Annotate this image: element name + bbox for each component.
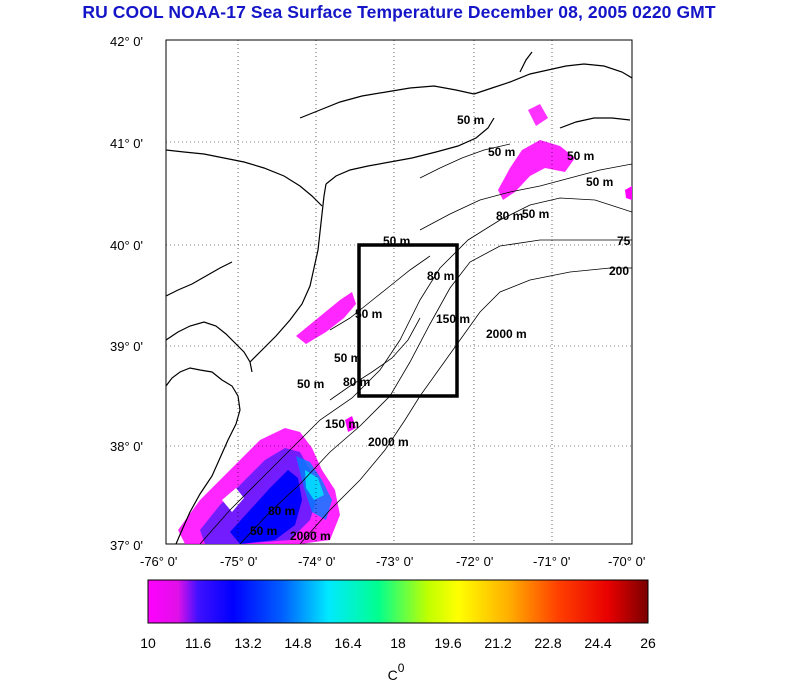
lon-tick-label: -75° 0'	[220, 554, 257, 569]
contour-label: 2000 m	[368, 435, 409, 449]
colorbar-ticks: 10 11.6 13.2 14.8 16.4 18 19.6 21.2 22.8 24.4 26	[140, 635, 656, 651]
contour-label: 80 m	[427, 269, 454, 283]
contour-label: 50 m	[567, 149, 594, 163]
colorbar: 10 11.6 13.2 14.8 16.4 18 19.6 21.2 22.8 24.4 26 C…	[140, 579, 656, 680]
map-content: 50 m 50 m 50 m 80 m 50 m 75 200 50 m 80 …	[166, 40, 632, 544]
colorbar-tick-label: 21.2	[484, 635, 511, 651]
lat-tick-label: 39° 0'	[110, 339, 143, 354]
colorbar-tick-label: 10	[140, 635, 156, 651]
colorbar-tick-label: 11.6	[185, 635, 211, 651]
colorbar-tick-label: 18	[390, 635, 406, 651]
contour-labels: 50 m 50 m 50 m 80 m 50 m 75 200 50 m 80 …	[250, 113, 631, 543]
colorbar-tick-label: 16.4	[334, 635, 361, 651]
contour-label: 50 m	[250, 524, 277, 538]
contour-label: 50 m	[297, 377, 324, 391]
contour-label: 80 m	[268, 504, 295, 518]
contour-label: 50 m	[522, 207, 549, 221]
contour-label: 50 m	[457, 113, 484, 127]
coastline	[166, 51, 632, 544]
longitude-axis: -76° 0' -75° 0' -74° 0' -73° 0' -72° 0' …	[140, 554, 645, 569]
study-area-box	[357, 243, 459, 398]
contour-label: 50 m	[488, 145, 515, 159]
lat-tick-label: 41° 0'	[110, 136, 143, 151]
contour-label: 50 m	[334, 351, 361, 365]
contour-label: 150 m	[436, 312, 470, 326]
contour-label: 2000 m	[486, 327, 527, 341]
lat-tick-label: 38° 0'	[110, 439, 143, 454]
isobath-contours	[199, 143, 632, 544]
lon-tick-label: -70° 0'	[608, 554, 645, 569]
contour-label: 150 m	[325, 417, 359, 431]
colorbar-tick-label: 26	[640, 635, 656, 651]
colorbar-gradient	[147, 579, 649, 624]
lon-tick-label: -73° 0'	[376, 554, 413, 569]
contour-label: 80 m	[496, 209, 523, 223]
lon-tick-label: -71° 0'	[533, 554, 570, 569]
colorbar-tick-label: 14.8	[284, 635, 311, 651]
latitude-axis: 42° 0' 41° 0' 40° 0' 39° 0' 38° 0' 37° 0…	[110, 34, 143, 553]
lon-tick-label: -76° 0'	[140, 554, 177, 569]
colorbar-unit: C0	[388, 661, 405, 680]
contour-label: 50 m	[383, 234, 410, 248]
colorbar-tick-label: 24.4	[584, 635, 611, 651]
contour-label: 80 m	[343, 375, 370, 389]
sst-data-layer	[178, 104, 632, 544]
map-title: RU COOL NOAA-17 Sea Surface Temperature …	[82, 2, 716, 22]
contour-label: 200	[609, 264, 629, 278]
colorbar-tick-label: 22.8	[534, 635, 561, 651]
colorbar-tick-label: 19.6	[434, 635, 461, 651]
contour-label: 50 m	[586, 175, 613, 189]
lat-tick-label: 42° 0'	[110, 34, 143, 49]
contour-label: 75	[617, 234, 631, 248]
lat-tick-label: 40° 0'	[110, 238, 143, 253]
lon-tick-label: -72° 0'	[456, 554, 493, 569]
lon-tick-label: -74° 0'	[298, 554, 335, 569]
lat-tick-label: 37° 0'	[110, 538, 143, 553]
contour-label: 2000 m	[290, 529, 331, 543]
colorbar-tick-label: 13.2	[234, 635, 261, 651]
contour-label: 50 m	[355, 307, 382, 321]
